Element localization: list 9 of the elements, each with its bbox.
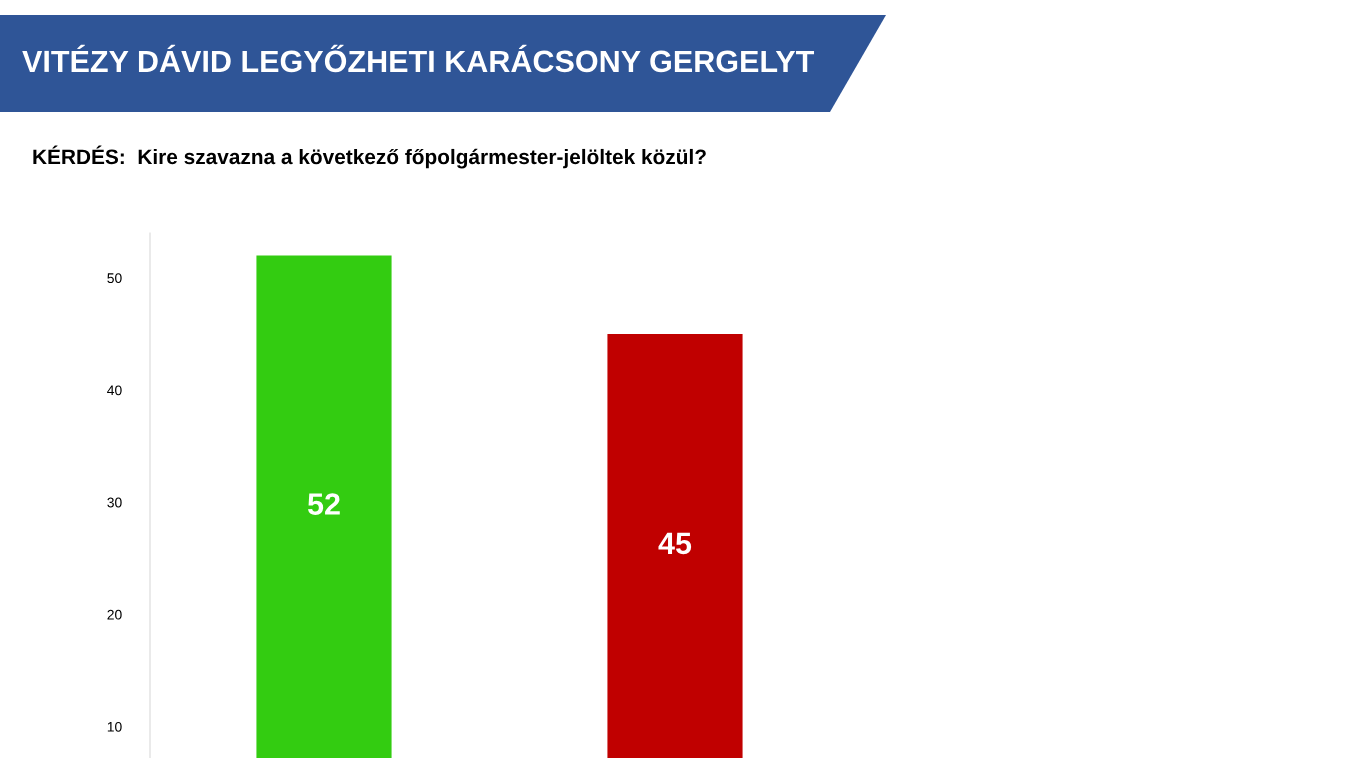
y-tick-label: 30 bbox=[107, 497, 122, 508]
y-tick-label: 20 bbox=[107, 609, 122, 620]
data-label: 45 bbox=[658, 532, 692, 555]
data-label: 52 bbox=[307, 493, 340, 515]
y-tick-label: 50 bbox=[107, 273, 122, 284]
chart-subtitle: KÉRDÉS: Kire szavazna a következő főpolgármester-jelöltek közül? bbox=[33, 145, 706, 169]
y-tick-label: 40 bbox=[107, 385, 122, 396]
y-tick-label: 10 bbox=[107, 721, 122, 732]
chart-title: VITÉZY DÁVID LEGYŐZHETI KARÁCSONY GERGELYT bbox=[22, 44, 815, 73]
